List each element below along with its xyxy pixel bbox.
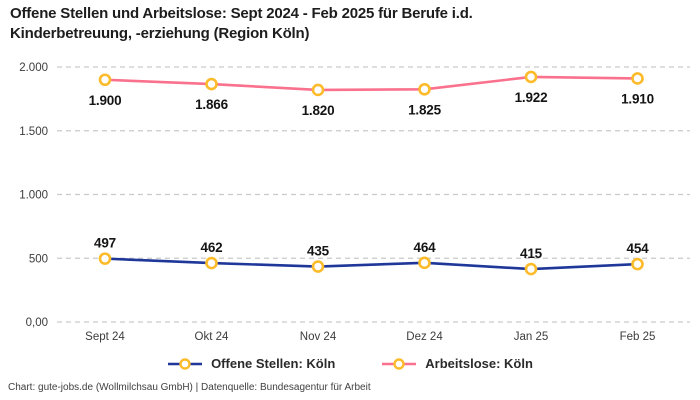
- marker-point[interactable]: [631, 72, 644, 85]
- marker-point[interactable]: [524, 70, 538, 84]
- y-tick-label: 0,00: [26, 317, 48, 329]
- data-label: 1.820: [302, 103, 335, 118]
- x-tick-label: Okt 24: [195, 331, 229, 343]
- marker-point[interactable]: [98, 252, 112, 265]
- marker-point[interactable]: [98, 73, 112, 87]
- chart-title: Offene Stellen und Arbeitslose: Sept 202…: [10, 5, 473, 42]
- data-label: 497: [94, 236, 116, 251]
- marker-point[interactable]: [418, 83, 431, 96]
- data-label: 464: [414, 240, 437, 255]
- marker-point[interactable]: [631, 257, 644, 271]
- legend-label: Offene Stellen: Köln: [211, 356, 336, 371]
- x-tick-label: Feb 25: [620, 331, 656, 343]
- legend-label: Arbeitslose: Köln: [425, 356, 533, 371]
- legend-item[interactable]: Offene Stellen: Köln: [167, 356, 335, 371]
- data-label: 1.922: [515, 90, 548, 105]
- y-tick-label: 1.000: [19, 190, 48, 202]
- data-label: 1.910: [621, 91, 654, 106]
- data-label: 454: [627, 241, 650, 256]
- legend-marker-point: [393, 357, 405, 370]
- y-tick-label: 1.500: [19, 126, 48, 138]
- x-tick-label: Dez 24: [406, 331, 443, 343]
- marker-point[interactable]: [205, 256, 218, 270]
- series-line: [103, 75, 639, 92]
- y-tick-label: 2.000: [19, 62, 48, 74]
- chart-source-footer: Chart: gute-jobs.de (Wollmilchsau GmbH) …: [8, 382, 371, 393]
- data-label: 415: [520, 246, 543, 261]
- marker-point[interactable]: [205, 77, 218, 91]
- data-label: 435: [307, 244, 330, 259]
- marker-point[interactable]: [311, 83, 325, 97]
- data-label: 1.866: [195, 97, 228, 112]
- legend-marker-point: [179, 357, 191, 370]
- marker-point[interactable]: [524, 262, 538, 276]
- x-tick-label: Jan 25: [514, 331, 549, 343]
- marker-point[interactable]: [418, 256, 431, 270]
- data-label: 462: [201, 240, 223, 255]
- x-tick-label: Nov 24: [300, 331, 337, 343]
- marker-point[interactable]: [311, 260, 325, 273]
- legend-marker-icon: [168, 357, 203, 370]
- legend-item[interactable]: Arbeitslose: Köln: [381, 356, 533, 371]
- series-line: [103, 257, 639, 271]
- data-label: 1.825: [408, 102, 441, 117]
- legend-marker-icon: [382, 357, 417, 370]
- chart-legend: Offene Stellen: Köln Arbeitslose: Köln: [0, 356, 700, 371]
- y-tick-label: 500: [29, 253, 48, 265]
- data-label: 1.900: [89, 93, 122, 108]
- x-tick-label: Sept 24: [85, 331, 125, 343]
